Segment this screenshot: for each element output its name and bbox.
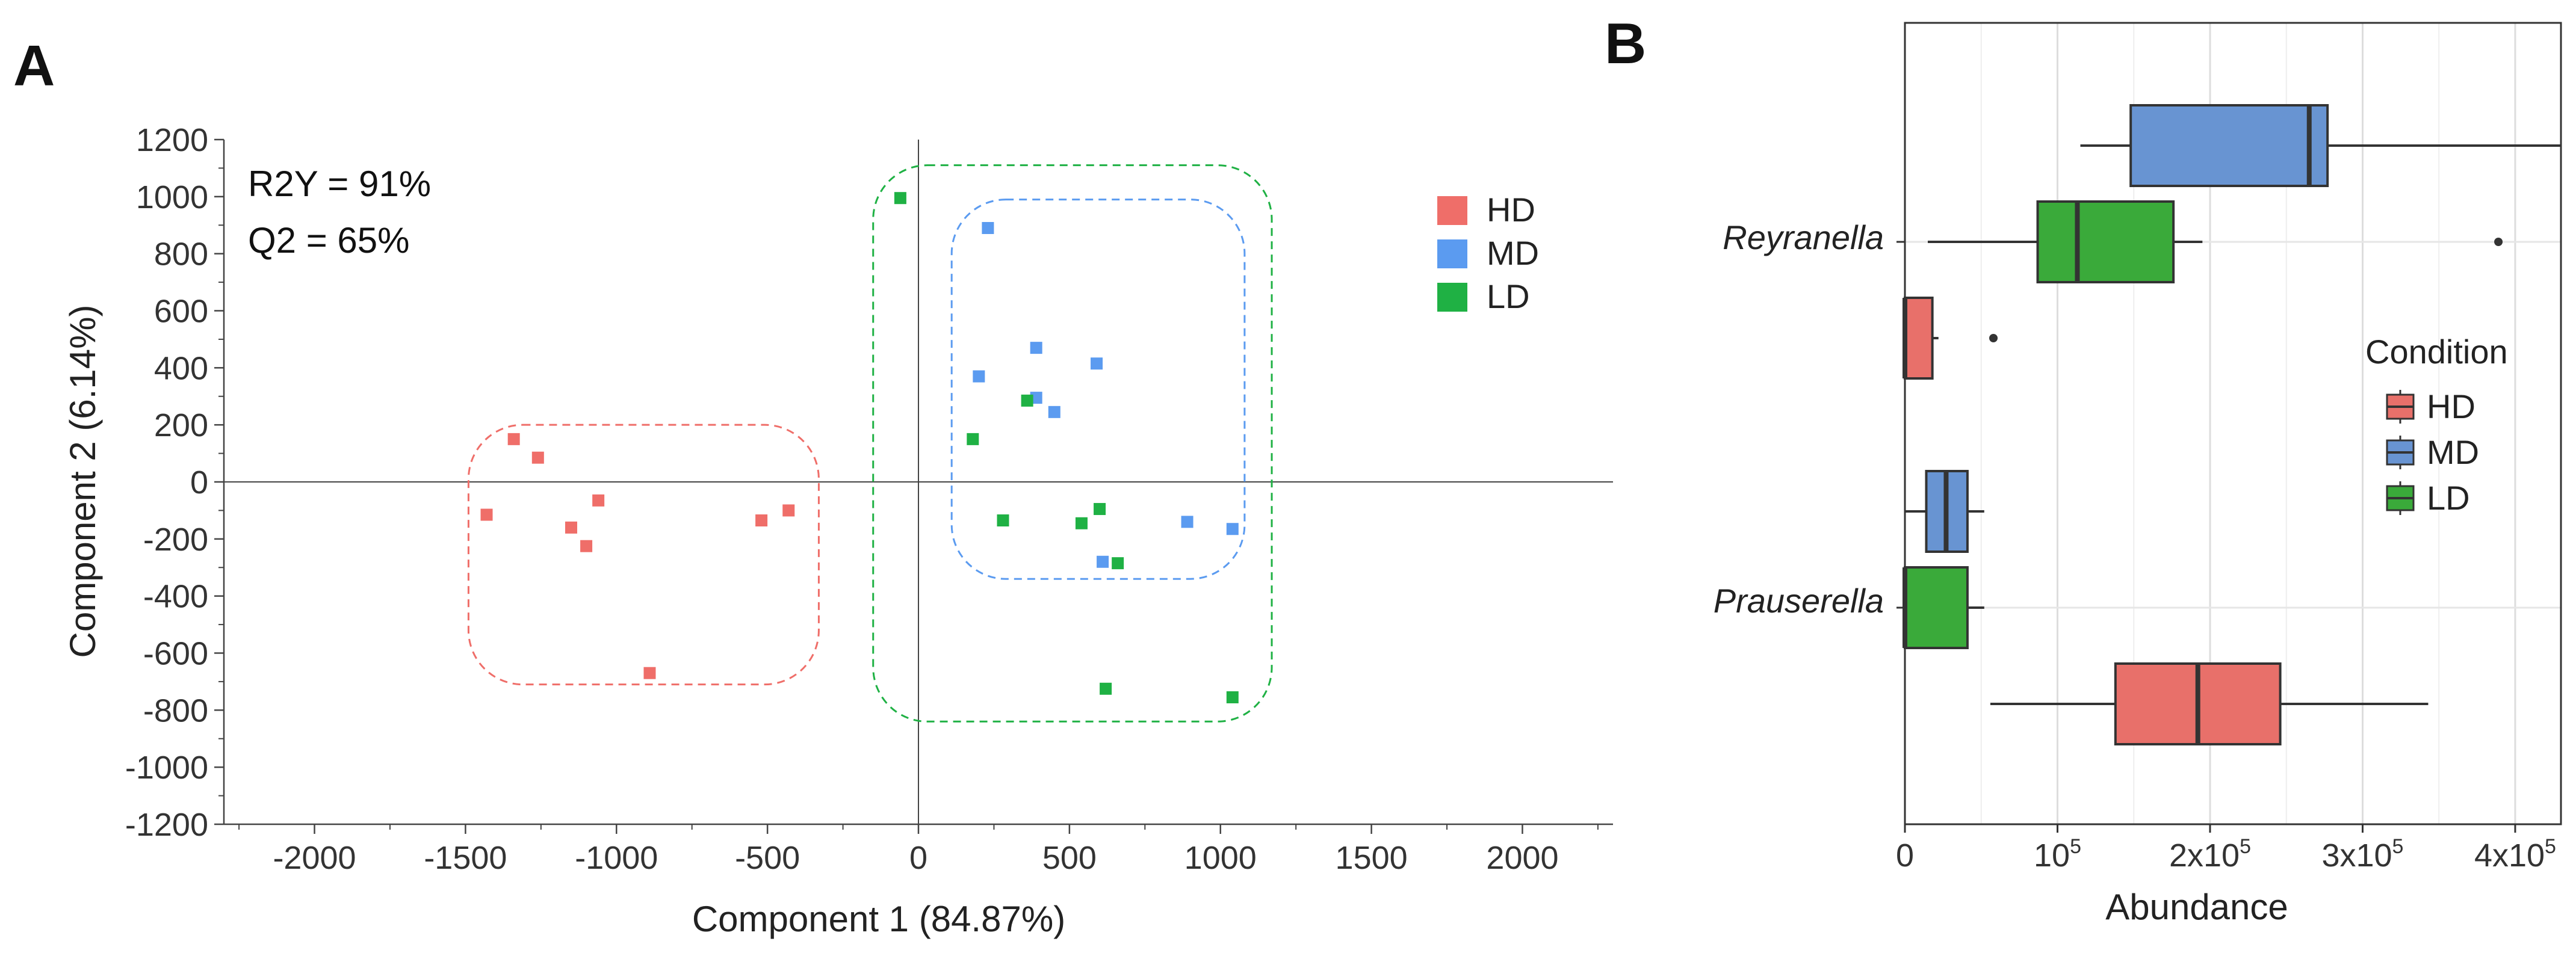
point-ld — [1075, 517, 1088, 529]
y-tick-label: -1000 — [125, 750, 208, 786]
point-hd — [507, 433, 520, 445]
y-tick-label: -400 — [143, 579, 208, 615]
y-axis-title-a: Component 2 (6.14%) — [63, 305, 103, 658]
y-tick-label: 0 — [190, 464, 208, 501]
x-tick-label: 2000 — [1486, 840, 1558, 876]
x-tick-label-b: 0 — [1896, 837, 1914, 874]
group-outline-ld — [872, 164, 1273, 723]
x-tick-label: 1000 — [1184, 840, 1257, 876]
point-hd — [592, 494, 605, 507]
point-md — [1048, 406, 1060, 418]
x-tick-label-b: 4x105 — [2474, 835, 2556, 874]
panel-a-label: A — [13, 34, 55, 98]
point-md — [1097, 555, 1109, 568]
point-ld — [1021, 394, 1033, 407]
point-md — [1226, 523, 1239, 535]
point-md — [973, 370, 985, 383]
q2-stat: Q2 = 65% — [248, 220, 410, 261]
point-hd — [643, 667, 656, 679]
point-hd — [531, 451, 544, 464]
point-ld — [1094, 503, 1106, 516]
point-ld — [1100, 682, 1112, 695]
box-prauserella-hd — [1990, 662, 2429, 745]
point-hd — [480, 508, 493, 521]
legend-title-b: Condition — [2365, 333, 2508, 371]
box-reyranella-hd — [1903, 297, 1998, 380]
box-body — [2036, 200, 2175, 283]
point-hd — [580, 540, 593, 552]
legend-swatch-hd — [1437, 196, 1467, 225]
point-md — [1030, 392, 1042, 404]
point-md — [982, 221, 994, 234]
point-ld — [1226, 691, 1239, 703]
x-tick-label: 0 — [909, 840, 927, 876]
point-hd — [565, 521, 577, 534]
group-outline-md — [950, 199, 1246, 580]
legend-label-hd: HD — [1487, 191, 1535, 229]
x-tick-label: -1000 — [575, 840, 658, 876]
point-ld — [997, 514, 1009, 527]
legend-label-b-ld: LD — [2427, 479, 2470, 517]
plot-frame-b — [1904, 22, 2562, 825]
box-reyranella-ld — [1928, 200, 2503, 283]
point-hd — [782, 504, 795, 517]
panel-a: A 120010008006004002000-200-400-600-800-… — [13, 34, 1613, 939]
legend-label-b-hd: HD — [2427, 387, 2475, 425]
y-tick-label: 600 — [154, 294, 208, 330]
r2y-stat: R2Y = 91% — [248, 164, 431, 204]
category-label-reyranella: Reyranella — [1723, 218, 1884, 256]
legend-label-md: MD — [1487, 234, 1539, 272]
point-md — [1091, 357, 1103, 370]
point-ld — [1112, 557, 1124, 570]
panel-b: B 0 105 2x105 3x105 4x105 Reyranella Prauser… — [1605, 11, 2562, 927]
x-axis-title-b: Abundance — [2105, 887, 2288, 927]
y-tick-label: 200 — [154, 407, 208, 443]
x-tick-label: 1500 — [1336, 840, 1408, 876]
legend-swatch-md — [1437, 239, 1467, 268]
y-tick-label: -200 — [143, 522, 208, 558]
x-tick-label-b: 3x105 — [2321, 835, 2403, 874]
y-tick-label: 1200 — [136, 122, 208, 158]
y-tick-label: -800 — [143, 692, 208, 729]
point-ld — [894, 192, 906, 205]
legend-swatch-ld — [1437, 283, 1467, 312]
panel-b-label: B — [1605, 11, 1646, 76]
point-ld — [967, 433, 979, 445]
box-body — [2129, 104, 2329, 187]
x-tick-label: -2000 — [273, 840, 356, 876]
y-tick-label: 800 — [154, 236, 208, 273]
legend-label-ld: LD — [1487, 277, 1530, 315]
x-tick-label: -1500 — [424, 840, 507, 876]
y-tick-label: 1000 — [136, 179, 208, 215]
x-tick-label-b: 105 — [2034, 835, 2081, 874]
box-reyranella-md — [2080, 104, 2561, 187]
x-axis-title-a: Component 1 (84.87%) — [692, 899, 1065, 939]
x-tick-label: 500 — [1042, 840, 1097, 876]
y-tick-label: -1200 — [125, 807, 208, 843]
outlier-point — [1989, 334, 1998, 342]
legend-label-b-md: MD — [2427, 433, 2479, 471]
y-tick-label: 400 — [154, 350, 208, 386]
box-body — [1904, 566, 1969, 649]
box-body — [1904, 297, 1934, 380]
x-tick-label: -500 — [735, 840, 800, 876]
box-prauserella-ld — [1903, 566, 1984, 649]
point-hd — [755, 514, 768, 527]
box-prauserella-md — [1905, 470, 1984, 553]
outlier-point — [2494, 238, 2503, 246]
y-tick-label: -600 — [143, 636, 208, 672]
point-md — [1030, 342, 1042, 354]
group-outline-hd — [467, 424, 820, 686]
category-label-prauserella: Prauserella — [1714, 582, 1884, 620]
legend-a: HD MD LD — [1437, 191, 1539, 315]
x-tick-label-b: 2x105 — [2169, 835, 2251, 874]
legend-b: Condition HD MD LD — [2365, 333, 2508, 517]
point-md — [1181, 516, 1194, 528]
